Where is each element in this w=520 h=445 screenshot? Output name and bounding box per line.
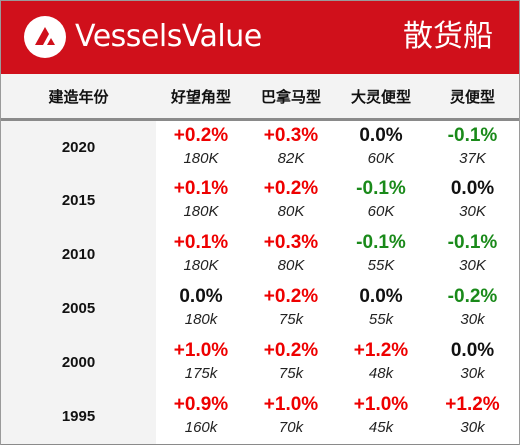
table-row: 2015 +0.1% 180K +0.2% 80K -0.1% 60K 0.0% 30K	[1, 174, 519, 229]
table-row: 2000 +1.0% 175k +0.2% 75k +1.2% 48k 0.0% 30k	[1, 336, 519, 391]
vessel-size-dwt: 55k	[368, 311, 394, 328]
value-change: +1.0%	[353, 394, 409, 415]
value-change: -0.1%	[447, 232, 498, 253]
brand-name: VesselsValue	[75, 19, 262, 54]
value-change: +0.2%	[263, 178, 319, 199]
value-change: 0.0%	[359, 125, 403, 146]
build-year-cell: 2000	[1, 336, 156, 390]
vessel-size-dwt: 60K	[367, 203, 395, 220]
column-header-handysize: 灵便型	[449, 88, 495, 106]
vessel-size-dwt: 70k	[278, 419, 304, 436]
value-change: +1.2%	[445, 394, 500, 415]
vessel-size-dwt: 30K	[459, 257, 486, 274]
vessel-size-dwt: 180k	[184, 311, 218, 328]
value-change: 0.0%	[450, 340, 495, 361]
column-header-supramax: 大灵便型	[350, 88, 411, 106]
vessel-size-dwt: 82K	[277, 150, 305, 167]
vesselsvalue-logo-icon	[24, 16, 66, 58]
build-year-cell: 2015	[1, 174, 156, 228]
value-cell-panamax: +0.2% 80K	[246, 174, 336, 228]
vessel-size-dwt: 30k	[460, 419, 485, 436]
vessel-size-dwt: 30K	[459, 203, 486, 220]
value-change: -0.1%	[356, 232, 406, 253]
vessel-size-dwt: 80K	[277, 203, 305, 220]
value-change: +0.2%	[263, 340, 319, 361]
value-change: +0.1%	[173, 178, 229, 199]
column-header-row: 建造年份 好望角型 巴拿马型 大灵便型 灵便型	[1, 74, 519, 120]
value-cell-supramax: 0.0% 55k	[336, 282, 426, 336]
value-cell-handysize: -0.2% 30k	[426, 282, 519, 336]
vessel-category-title: 散货船	[403, 19, 493, 54]
value-cell-panamax: +0.2% 75k	[246, 282, 336, 336]
value-cell-capesize: +0.1% 180K	[156, 174, 246, 228]
value-cell-panamax: +1.0% 70k	[246, 390, 336, 444]
value-cell-capesize: +0.9% 160k	[156, 390, 246, 444]
vessel-size-dwt: 55K	[367, 257, 395, 274]
vessel-size-dwt: 80K	[277, 257, 305, 274]
value-cell-supramax: -0.1% 55K	[336, 228, 426, 282]
vessel-size-dwt: 180K	[183, 203, 219, 220]
value-cell-capesize: 0.0% 180k	[156, 282, 246, 336]
value-cell-capesize: +0.1% 180K	[156, 228, 246, 282]
build-year-cell: 2005	[1, 282, 156, 336]
build-year-cell: 2010	[1, 228, 156, 282]
vessel-size-dwt: 75k	[278, 365, 304, 382]
table-row: 2005 0.0% 180k +0.2% 75k 0.0% 55k -0.2% 30k	[1, 282, 519, 337]
vessel-size-dwt: 180K	[183, 257, 219, 274]
value-change: +0.2%	[173, 125, 229, 146]
table-row: 2010 +0.1% 180K +0.3% 80K -0.1% 55K -0.1% 30K	[1, 228, 519, 283]
value-cell-handysize: +1.2% 30k	[426, 390, 519, 444]
value-cell-handysize: -0.1% 37K	[426, 121, 519, 175]
value-change: -0.1%	[447, 125, 498, 146]
column-header-panamax: 巴拿马型	[260, 88, 321, 106]
value-change: +1.0%	[263, 394, 319, 415]
value-change: +0.2%	[263, 286, 319, 307]
value-cell-supramax: +1.2% 48k	[336, 336, 426, 390]
value-cell-capesize: +0.2% 180K	[156, 121, 246, 175]
value-change: +1.0%	[173, 340, 229, 361]
vessel-size-dwt: 45k	[368, 419, 394, 436]
vessel-size-dwt: 60K	[367, 150, 395, 167]
value-cell-handysize: -0.1% 30K	[426, 228, 519, 282]
value-cell-supramax: +1.0% 45k	[336, 390, 426, 444]
value-cell-capesize: +1.0% 175k	[156, 336, 246, 390]
vessel-size-dwt: 37K	[459, 150, 486, 167]
column-header-capesize: 好望角型	[170, 88, 231, 106]
vessel-size-dwt: 180K	[183, 150, 219, 167]
value-cell-handysize: 0.0% 30K	[426, 174, 519, 228]
table-row: 2020 +0.2% 180K +0.3% 82K 0.0% 60K -0.1% 37K	[1, 120, 519, 176]
value-change: 0.0%	[179, 286, 223, 307]
value-cell-handysize: 0.0% 30k	[426, 336, 519, 390]
vessel-size-dwt: 175k	[184, 365, 218, 382]
value-cell-panamax: +0.3% 80K	[246, 228, 336, 282]
value-change: 0.0%	[359, 286, 403, 307]
value-cell-panamax: +0.3% 82K	[246, 121, 336, 175]
column-header-build-year: 建造年份	[48, 88, 109, 106]
build-year-cell: 1995	[1, 390, 156, 444]
vessel-size-dwt: 75k	[278, 311, 304, 328]
value-change: -0.2%	[447, 286, 498, 307]
table-row: 1995 +0.9% 160k +1.0% 70k +1.0% 45k +1.2% 30k	[1, 390, 519, 445]
value-change: +0.9%	[173, 394, 229, 415]
value-change: +1.2%	[353, 340, 409, 361]
build-year-cell: 2020	[1, 121, 156, 175]
header-banner: VesselsValue 散货船	[1, 1, 519, 74]
value-change: +0.1%	[173, 232, 229, 253]
value-change: -0.1%	[356, 178, 406, 199]
vessel-size-dwt: 48k	[368, 365, 394, 382]
vessel-size-dwt: 30k	[460, 365, 485, 382]
vessel-size-dwt: 160k	[184, 419, 218, 436]
value-cell-supramax: 0.0% 60K	[336, 121, 426, 175]
value-cell-supramax: -0.1% 60K	[336, 174, 426, 228]
value-change: 0.0%	[450, 178, 495, 199]
value-cell-panamax: +0.2% 75k	[246, 336, 336, 390]
value-change: +0.3%	[263, 125, 319, 146]
value-change: +0.3%	[263, 232, 319, 253]
vessel-size-dwt: 30k	[460, 311, 485, 328]
